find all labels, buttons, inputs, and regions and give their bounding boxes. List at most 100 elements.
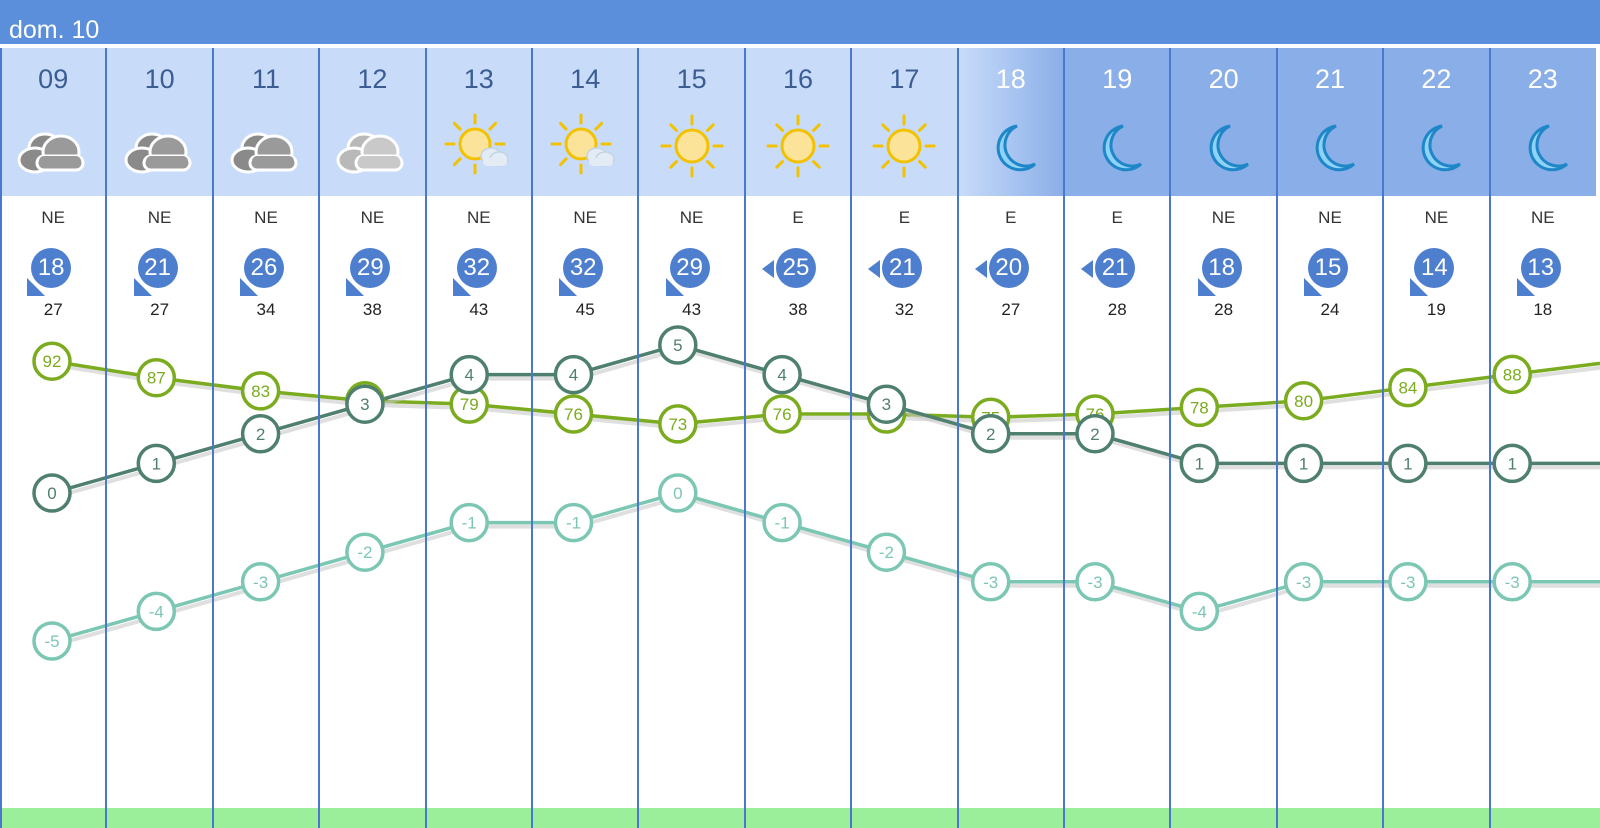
wind-direction-arrow-icon — [1516, 278, 1535, 296]
wind-direction-label: E — [1111, 208, 1123, 227]
hour-column: 23 NE 13 18 — [1489, 48, 1596, 828]
hour-header: 21 — [1276, 48, 1384, 196]
hour-column: 15 NE 29 43 — [638, 48, 745, 828]
cloudy-icon — [230, 132, 298, 174]
column-divider — [318, 48, 321, 828]
column-divider — [743, 48, 746, 828]
wind-gust-value: 34 — [256, 300, 276, 319]
column-divider — [1275, 48, 1278, 828]
wind-speed-value: 21 — [882, 248, 923, 288]
wind-direction-arrow-icon — [974, 260, 987, 278]
wind-direction-label: NE — [573, 208, 597, 227]
moon-icon — [1528, 124, 1568, 172]
wind-speed-value: 13 — [1520, 248, 1561, 288]
hour-label: 14 — [570, 64, 601, 94]
moon-icon — [1102, 124, 1143, 172]
hour-header: 19 — [1064, 48, 1171, 196]
hour-column: 14 NE 32 45 — [532, 48, 639, 828]
hour-header: 13 — [425, 48, 532, 196]
wind-speed-badge: 25 — [761, 244, 824, 296]
wind-direction-arrow-icon — [27, 278, 46, 296]
day-label: dom. 10 — [9, 16, 100, 44]
wind-gust-value: 38 — [362, 300, 382, 319]
hour-header: 16 — [744, 48, 852, 196]
wind-direction-arrow-icon — [1081, 260, 1094, 278]
wind-gust-value: 27 — [43, 300, 63, 319]
wind-direction-arrow-icon — [868, 260, 881, 278]
wind-direction-label: E — [1005, 208, 1017, 227]
hour-label: 18 — [995, 64, 1026, 94]
column-divider — [1488, 48, 1491, 828]
column-divider — [531, 48, 533, 828]
wind-gust-value: 43 — [682, 300, 702, 319]
hour-label: 19 — [1102, 64, 1133, 94]
hour-column: 11 NE 26 34 — [212, 48, 320, 828]
wind-speed-badge: 20 — [974, 244, 1037, 296]
wind-direction-arrow-icon — [346, 278, 365, 296]
wind-gust-value: 38 — [788, 300, 808, 319]
column-divider — [105, 48, 108, 828]
wind-speed-value: 20 — [988, 248, 1029, 288]
wind-speed-badge: 32 — [559, 244, 611, 296]
wind-direction-label: NE — [466, 208, 491, 227]
wind-direction-label: NE — [360, 208, 385, 227]
column-divider — [424, 48, 427, 828]
hour-column: 18 E 20 27 — [957, 48, 1064, 828]
column-divider — [0, 48, 2, 828]
wind-speed-badge: 15 — [1303, 244, 1356, 296]
hour-label: 21 — [1314, 64, 1346, 94]
wind-speed-value: 26 — [243, 248, 284, 288]
wind-direction-arrow-icon — [1410, 278, 1429, 296]
wind-direction-label: NE — [1530, 208, 1555, 227]
column-divider — [1382, 48, 1385, 828]
hour-header: 20 — [1170, 48, 1277, 196]
cloudy-icon — [124, 132, 192, 174]
hour-label: 16 — [782, 64, 814, 94]
hour-column: 13 NE 32 43 — [425, 48, 532, 828]
hour-column: 16 E 25 38 — [744, 48, 852, 828]
wind-direction-label: E — [898, 208, 911, 227]
column-divider — [1063, 48, 1065, 828]
wind-direction-arrow-icon — [239, 278, 258, 296]
hour-label: 12 — [357, 64, 388, 94]
wind-speed-badge: 21 — [133, 244, 186, 296]
wind-speed-badge: 26 — [239, 244, 292, 296]
wind-direction-label: NE — [147, 208, 172, 227]
hour-label: 17 — [889, 64, 920, 94]
wind-direction-label: NE — [254, 208, 278, 227]
wind-gust-value: 24 — [1320, 300, 1340, 319]
wind-speed-value: 15 — [1307, 248, 1348, 288]
moon-icon — [1209, 124, 1249, 172]
hour-label: 10 — [144, 64, 175, 94]
moon-icon — [1422, 124, 1462, 172]
hour-header: 17 — [851, 48, 958, 196]
wind-gust-value: 45 — [575, 300, 595, 319]
wind-gust-value: 32 — [894, 300, 914, 319]
wind-direction-label: NE — [41, 208, 65, 227]
wind-speed-value: 29 — [669, 248, 710, 288]
light-cloudy-icon — [336, 132, 404, 174]
hour-column: 17 E 21 32 — [851, 48, 958, 828]
column-divider — [1169, 48, 1172, 828]
column-divider — [211, 48, 214, 828]
hour-label: 13 — [463, 64, 494, 94]
hour-column: 20 NE 18 28 — [1170, 48, 1277, 828]
wind-speed-badge: 32 — [452, 244, 505, 296]
sun-icon — [660, 114, 724, 178]
hour-header: 15 — [638, 48, 745, 196]
wind-gust-value: 43 — [469, 300, 489, 319]
hour-column: 22 NE 14 19 — [1383, 48, 1490, 828]
hour-label: 11 — [251, 64, 280, 94]
wind-direction-arrow-icon — [1197, 278, 1216, 296]
hour-column: 09 NE 18 27 — [0, 48, 107, 828]
hour-label: 20 — [1208, 64, 1239, 94]
day-header: dom. 10 — [0, 0, 1600, 48]
hour-header: 09 — [0, 48, 107, 196]
wind-speed-badge: 13 — [1516, 244, 1569, 296]
moon-icon — [996, 124, 1036, 172]
hour-column: 12 NE 29 38 — [319, 48, 426, 828]
wind-speed-badge: 29 — [346, 244, 398, 296]
wind-gust-value: 19 — [1426, 300, 1446, 319]
hour-header: 11 — [212, 48, 320, 196]
wind-speed-value: 18 — [1201, 248, 1242, 288]
